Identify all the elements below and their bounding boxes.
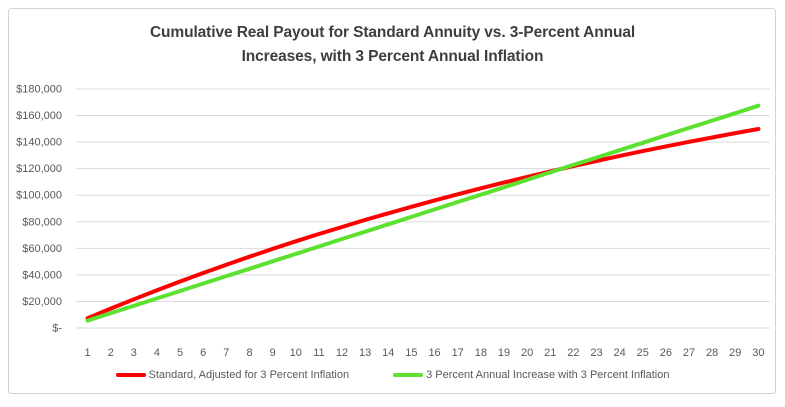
x-tick-label: 27 xyxy=(683,347,695,359)
x-tick-label: 19 xyxy=(498,347,510,359)
legend-label-standard: Standard, Adjusted for 3 Percent Inflati… xyxy=(148,369,350,381)
y-tick-label: $80,000 xyxy=(22,216,62,228)
chart-title-line2: Increases, with 3 Percent Annual Inflati… xyxy=(241,48,544,65)
x-tick-label: 30 xyxy=(752,347,764,359)
x-tick-label: 17 xyxy=(452,347,464,359)
x-tick-label: 23 xyxy=(590,347,602,359)
x-tick-label: 10 xyxy=(290,347,302,359)
x-tick-label: 18 xyxy=(475,347,487,359)
x-tick-label: 22 xyxy=(567,347,579,359)
x-tick-label: 21 xyxy=(544,347,556,359)
x-tick-label: 6 xyxy=(200,347,206,359)
x-tick-label: 7 xyxy=(223,347,229,359)
legend-swatch-increase xyxy=(393,372,424,378)
y-tick-label: $100,000 xyxy=(16,190,62,202)
y-tick-label: $40,000 xyxy=(22,269,62,281)
x-tick-label: 12 xyxy=(336,347,348,359)
x-tick-label: 25 xyxy=(637,347,649,359)
x-tick-label: 2 xyxy=(108,347,114,359)
legend-item-increase: 3 Percent Annual Increase with 3 Percent… xyxy=(393,369,669,381)
x-tick-label: 9 xyxy=(270,347,276,359)
x-tick-label: 11 xyxy=(313,347,324,359)
x-tick-label: 3 xyxy=(131,347,137,359)
x-tick-label: 13 xyxy=(359,347,371,359)
y-tick-label: $60,000 xyxy=(22,243,62,255)
x-tick-label: 26 xyxy=(660,347,672,359)
chart-title: Cumulative Real Payout for Standard Annu… xyxy=(0,21,785,69)
y-tick-label: $- xyxy=(52,323,62,335)
x-tick-label: 14 xyxy=(382,347,394,359)
y-tick-label: $140,000 xyxy=(16,137,62,149)
x-tick-label: 15 xyxy=(405,347,417,359)
chart-frame xyxy=(8,8,776,394)
legend-label-increase: 3 Percent Annual Increase with 3 Percent… xyxy=(426,369,670,381)
y-tick-label: $20,000 xyxy=(22,296,62,308)
x-tick-label: 4 xyxy=(154,347,160,359)
legend-swatch-standard xyxy=(115,372,146,378)
legend: Standard, Adjusted for 3 Percent Inflati… xyxy=(0,369,785,381)
x-tick-label: 29 xyxy=(729,347,741,359)
series-line-increase xyxy=(85,103,761,323)
y-tick-label: $160,000 xyxy=(16,110,62,122)
y-tick-label: $120,000 xyxy=(16,163,62,175)
x-tick-label: 5 xyxy=(177,347,183,359)
x-tick-label: 16 xyxy=(428,347,440,359)
x-tick-label: 24 xyxy=(614,347,626,359)
x-tick-label: 1 xyxy=(85,347,91,359)
series-line-standard xyxy=(85,127,761,321)
y-tick-label: $180,000 xyxy=(16,84,62,96)
chart-title-line1: Cumulative Real Payout for Standard Annu… xyxy=(149,24,636,41)
x-tick-label: 20 xyxy=(521,347,533,359)
x-tick-label: 28 xyxy=(706,347,718,359)
x-tick-label: 8 xyxy=(246,347,252,359)
legend-item-standard: Standard, Adjusted for 3 Percent Inflati… xyxy=(115,369,350,381)
